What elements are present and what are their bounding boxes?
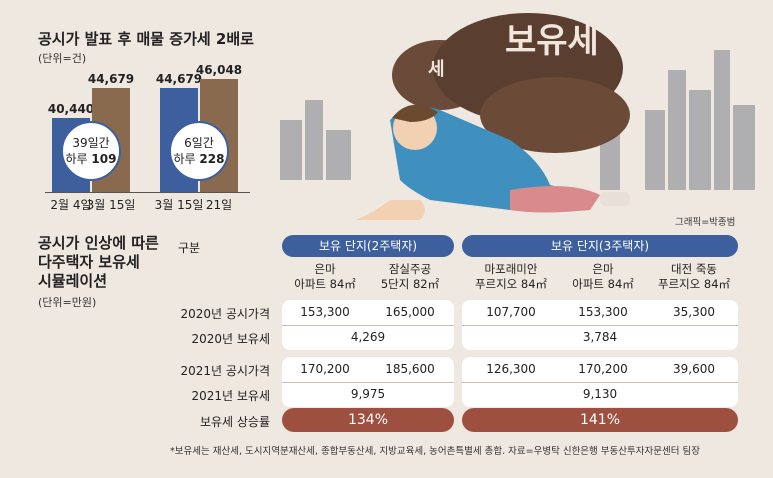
column-caption: 대전 죽동 푸르지오 84㎡ — [657, 262, 731, 291]
table-cell: 153,300 — [300, 305, 350, 319]
table-cell: 39,600 — [673, 362, 715, 376]
table-unit: (단위=만원) — [38, 296, 97, 309]
table-cell: 35,300 — [673, 305, 715, 319]
table-title-line: 공시가 인상에 따른 — [38, 234, 159, 252]
table-cell: 170,200 — [300, 362, 350, 376]
table-cell: 126,300 — [486, 362, 536, 376]
period-note-daily: 하루 109 — [65, 152, 117, 166]
period-note-line: 39일간 — [72, 136, 110, 150]
table-cell: 153,300 — [578, 305, 628, 319]
period-note-value: 109 — [91, 152, 117, 166]
row-label-increase: 보유세 상승률 — [199, 415, 270, 429]
bar-value-label: 44,679 — [155, 72, 203, 87]
bar-value-label: 40,440 — [47, 102, 95, 117]
table-cell: 9,130 — [582, 387, 618, 401]
row-label-2021-tax: 2021년 보유세 — [191, 389, 270, 403]
column-caption: 은마 아파트 84㎡ — [572, 262, 634, 291]
period-note-daily: 하루 228 — [173, 152, 225, 166]
chart-title: 공시가 발표 후 매물 증가세 2배로 — [38, 30, 254, 48]
x-tick-label: 3월 15일 — [154, 198, 204, 212]
x-tick-label: 2월 4일 — [50, 198, 92, 212]
table-cell: 170,200 — [578, 362, 628, 376]
tax-burden-illustration: 보유세 세 — [280, 13, 755, 220]
row-label-2021-price: 2021년 공시가격 — [180, 364, 270, 378]
period-note-value: 228 — [199, 152, 225, 166]
column-caption: 잠실주공 5단지 82㎡ — [380, 262, 440, 291]
divider — [282, 325, 454, 326]
divider — [282, 382, 454, 383]
x-tick-label: 21일 — [205, 198, 233, 212]
bar-chart: 40,440 2월 4일 44,679 3월 15일 44,679 3월 15일 46,04… — [0, 0, 270, 212]
period-note-line: 6일간 — [184, 136, 214, 150]
table-cell: 185,600 — [385, 362, 435, 376]
table-title-line: 시뮬레이션 — [38, 272, 108, 290]
bar-value-label: 46,048 — [195, 62, 243, 77]
increase-pill-3homes: 141% — [462, 408, 738, 432]
x-tick-label: 3월 15일 — [86, 198, 136, 212]
table-cell: 4,269 — [350, 330, 386, 344]
table-title: 공시가 인상에 따른 다주택자 보유세 시뮬레이션 — [38, 234, 159, 291]
group-header-3-homes: 보유 단지(3주택자) — [462, 235, 738, 257]
table-cell: 3,784 — [582, 330, 618, 344]
divider — [462, 382, 738, 383]
bag-label: 보유세 — [505, 21, 599, 61]
table-cell: 9,975 — [350, 387, 386, 401]
bag-label-small: 세 — [428, 59, 445, 80]
chart-unit: (단위=건) — [38, 52, 87, 65]
divider — [462, 325, 738, 326]
table-title-line: 다주택자 보유세 — [38, 253, 140, 271]
table-cell: 165,000 — [385, 305, 435, 319]
increase-pill-2homes: 134% — [282, 408, 454, 432]
row-label-2020-price: 2020년 공시가격 — [180, 307, 270, 321]
row-label-2020-tax: 2020년 보유세 — [191, 332, 270, 346]
category-header: 구분 — [178, 241, 201, 255]
column-caption: 마포래미안 푸르지오 84㎡ — [474, 262, 548, 291]
bar-value-label: 44,679 — [87, 72, 135, 87]
table-cell: 107,700 — [486, 305, 536, 319]
chart-baseline — [45, 192, 250, 193]
group-header-2-homes: 보유 단지(2주택자) — [282, 235, 454, 257]
column-caption: 은마 아파트 84㎡ — [294, 262, 356, 291]
graphic-credit: 그래픽=박종범 — [675, 217, 736, 228]
footnote: *보유세는 재산세, 도시지역분재산세, 종합부동산세, 지방교육세, 농어촌특… — [170, 446, 700, 457]
